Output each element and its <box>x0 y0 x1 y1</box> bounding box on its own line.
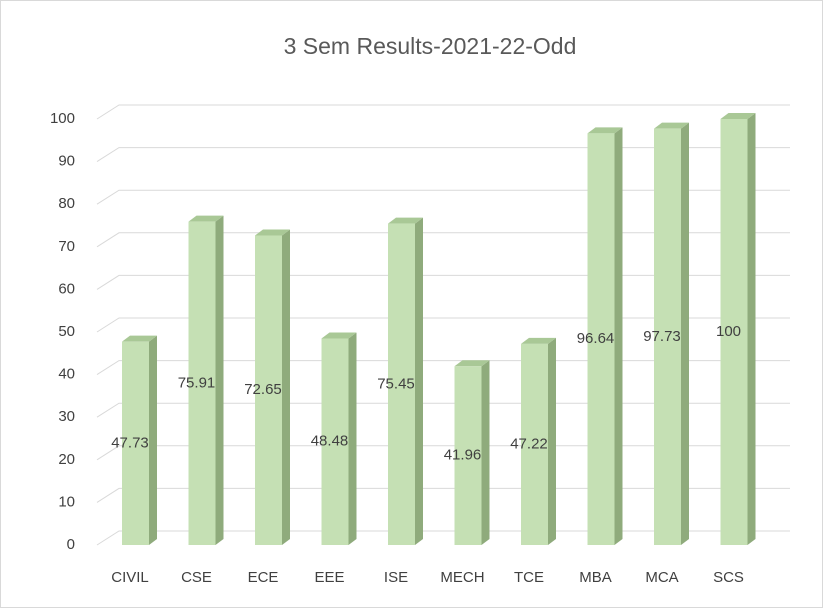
grid-line <box>96 274 790 290</box>
x-tick-label: MBA <box>579 569 612 586</box>
grid-line <box>96 487 790 503</box>
x-tick-label: TCE <box>514 569 544 586</box>
grid-line <box>96 402 790 418</box>
x-tick-label: MCA <box>645 569 678 586</box>
bar <box>720 113 756 545</box>
grid-line <box>96 530 790 546</box>
x-tick-label: SCS <box>713 569 744 586</box>
bar <box>188 215 224 545</box>
data-label: 97.73 <box>643 328 681 345</box>
bar <box>122 335 157 545</box>
bar <box>388 217 423 545</box>
y-tick-label: 60 <box>58 280 75 297</box>
bar <box>654 122 689 545</box>
grid-line <box>96 232 790 248</box>
y-tick-label: 50 <box>58 323 75 340</box>
bar <box>255 229 290 546</box>
data-label: 41.96 <box>444 447 482 464</box>
y-tick-label: 10 <box>58 493 75 510</box>
grid-line <box>96 104 790 120</box>
bar <box>587 127 623 545</box>
y-tick-label: 100 <box>50 110 75 127</box>
grid-line <box>96 445 790 461</box>
grid-line <box>96 147 790 163</box>
chart-title: 3 Sem Results-2021-22-Odd <box>284 33 577 59</box>
y-tick-label: 70 <box>58 238 75 255</box>
y-tick-label: 80 <box>58 195 75 212</box>
bar <box>454 360 490 545</box>
data-label: 47.22 <box>510 435 548 452</box>
x-tick-label: MECH <box>440 569 484 586</box>
data-label: 47.73 <box>111 434 149 451</box>
x-tick-label: CSE <box>181 569 212 586</box>
bar <box>321 332 357 545</box>
y-tick-label: 40 <box>58 366 75 383</box>
data-label: 75.45 <box>377 375 415 392</box>
x-tick-label: EEE <box>314 569 344 586</box>
data-label: 100 <box>716 323 741 340</box>
y-tick-label: 0 <box>67 536 75 553</box>
data-label: 48.48 <box>311 433 349 450</box>
y-tick-label: 90 <box>58 153 75 170</box>
x-tick-label: ECE <box>248 569 279 586</box>
data-label: 75.91 <box>178 374 216 391</box>
x-tick-label: ISE <box>384 569 408 586</box>
data-label: 96.64 <box>577 330 615 347</box>
y-tick-label: 20 <box>58 451 75 468</box>
y-tick-label: 30 <box>58 408 75 425</box>
bar <box>521 337 556 545</box>
grid-line <box>96 189 790 205</box>
grid-line <box>96 360 790 376</box>
grid-line <box>96 317 790 333</box>
x-tick-label: CIVIL <box>111 569 149 586</box>
data-label: 72.65 <box>244 381 282 398</box>
